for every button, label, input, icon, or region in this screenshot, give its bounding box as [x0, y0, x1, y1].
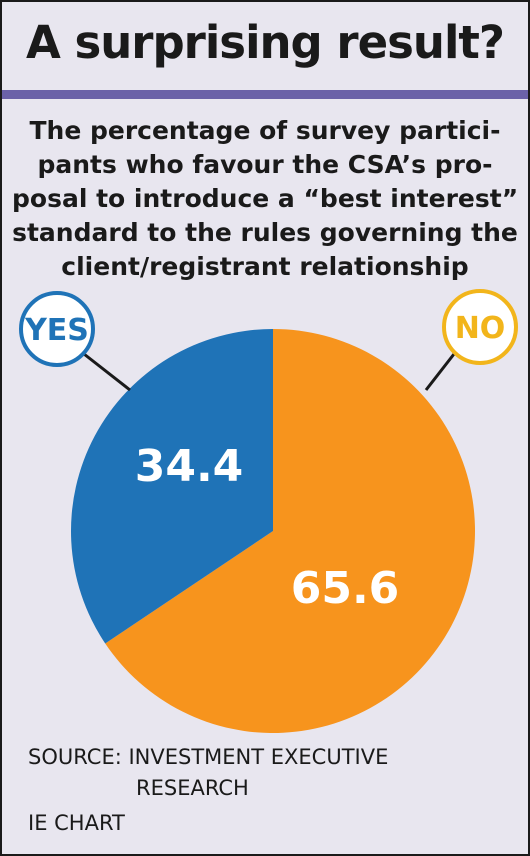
- source-line: SOURCE: INVESTMENT EXECUTIVE: [28, 745, 389, 769]
- subtitle-line: standard to the rules governing the: [12, 218, 518, 247]
- legend-group: YES NO: [19, 289, 518, 392]
- legend-label-no: NO: [455, 311, 506, 346]
- pie-slice-no: [105, 329, 475, 733]
- chart-title: A surprising result?: [25, 16, 505, 69]
- slice-value-label-no: 65.6: [291, 563, 400, 614]
- legend-connector-yes: [83, 352, 131, 392]
- legend-label-yes: YES: [24, 313, 89, 348]
- legend-connector-no: [424, 353, 456, 391]
- subtitle-line: The percentage of survey partici-: [29, 116, 501, 145]
- subtitle-line: posal to introduce a “best interest”: [12, 184, 519, 213]
- subtitle-line: pants who favour the CSA’s pro-: [37, 150, 493, 179]
- subtitle-line: client/registrant relationship: [61, 252, 469, 281]
- legend-circle-no: [442, 289, 518, 365]
- legend-circle-yes: [19, 291, 95, 367]
- pie-group: 34.4 65.6: [70, 329, 475, 733]
- title-divider: [2, 90, 528, 99]
- source-note: SOURCE: INVESTMENT EXECUTIVE RESEARCH: [28, 742, 388, 804]
- chart-credit: IE CHART: [28, 811, 125, 835]
- pie-slice-yes: [70, 329, 273, 644]
- source-line: RESEARCH: [136, 776, 249, 800]
- chart-subtitle: The percentage of survey partici- pants …: [12, 114, 518, 284]
- slice-value-label-yes: 34.4: [135, 441, 244, 492]
